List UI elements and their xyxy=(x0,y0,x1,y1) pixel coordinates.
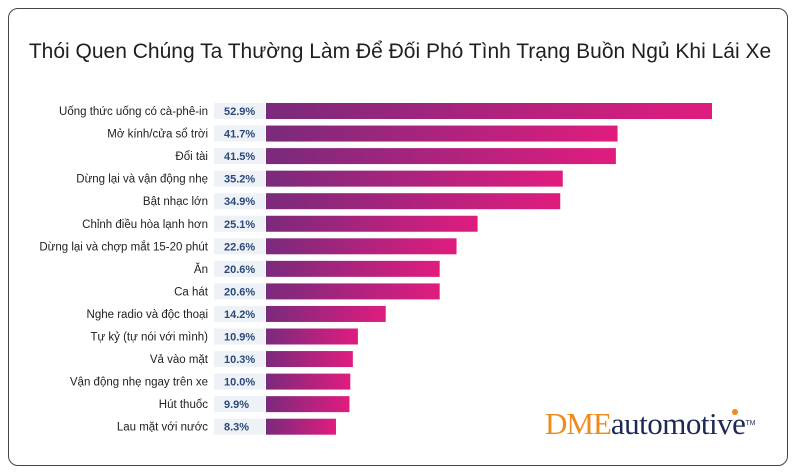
bar xyxy=(266,351,353,368)
value-label-bg xyxy=(214,148,265,165)
bar xyxy=(266,193,561,210)
value-label: 35.2% xyxy=(224,174,255,186)
value-label-bg xyxy=(214,193,265,210)
category-label: Nghe radio và độc thoại xyxy=(87,309,208,321)
bar xyxy=(266,373,351,390)
value-label-bg xyxy=(214,260,265,277)
bar xyxy=(266,238,457,255)
chart-frame xyxy=(8,8,788,466)
bar xyxy=(266,170,563,187)
value-label: 10.9% xyxy=(224,332,255,344)
bar xyxy=(266,260,440,277)
logo-automotive-text: automotive xyxy=(610,406,746,441)
category-label: Ăn xyxy=(194,263,208,276)
value-label: 34.9% xyxy=(224,196,255,208)
category-label: Tự kỷ (tự nói với mình) xyxy=(90,332,208,344)
bar xyxy=(266,328,358,345)
value-label: 14.2% xyxy=(224,309,255,321)
bar xyxy=(266,418,336,435)
value-label: 10.0% xyxy=(224,377,255,389)
category-label: Chỉnh điều hòa lạnh hơn xyxy=(82,219,208,231)
value-label-bg xyxy=(214,373,265,390)
bar xyxy=(266,396,350,413)
value-label-bg xyxy=(214,328,265,345)
category-label: Uống thức uống có cà-phê-in xyxy=(59,106,208,118)
value-label-bg xyxy=(214,283,265,300)
value-label-bg xyxy=(214,125,265,142)
logo-tm: TM xyxy=(745,420,756,427)
bar xyxy=(266,283,440,300)
bar xyxy=(266,305,386,322)
value-label: 52.9% xyxy=(224,106,255,118)
value-label: 41.5% xyxy=(224,151,255,163)
value-label-bg xyxy=(214,396,265,413)
value-label-bg xyxy=(214,351,265,368)
bar xyxy=(266,215,478,232)
category-label: Vả vào mặt xyxy=(150,354,209,366)
value-label-bg xyxy=(214,238,265,255)
chart-title: Thói Quen Chúng Ta Thường Làm Để Đối Phó… xyxy=(28,40,772,63)
value-label: 10.3% xyxy=(224,354,255,366)
value-label-bg xyxy=(214,305,265,322)
category-label: Dừng lại và vận động nhẹ xyxy=(76,174,208,186)
value-label: 20.6% xyxy=(224,286,255,298)
value-label-bg xyxy=(214,215,265,232)
value-label-bg xyxy=(214,418,265,435)
value-label: 41.7% xyxy=(224,129,255,141)
bar xyxy=(266,103,712,119)
category-label: Ca hát xyxy=(174,286,209,298)
value-label: 20.6% xyxy=(224,264,255,276)
bar xyxy=(266,125,618,142)
category-label: Bật nhạc lớn xyxy=(143,196,208,208)
value-label: 9.9% xyxy=(224,399,249,411)
category-label: Vận động nhẹ ngay trên xe xyxy=(70,377,208,389)
category-label: Đổi tài xyxy=(175,151,208,163)
logo-dme-text: DME xyxy=(545,406,612,441)
dme-automotive-logo: DMEautomotiveTM xyxy=(545,408,755,440)
bar xyxy=(266,148,616,165)
logo-dot-icon xyxy=(732,409,738,415)
value-label-bg xyxy=(214,103,265,119)
value-label: 8.3% xyxy=(224,422,249,434)
value-label: 22.6% xyxy=(224,241,255,253)
category-label: Hút thuốc xyxy=(159,399,208,411)
value-label-bg xyxy=(214,170,265,187)
category-label: Lau mặt với nước xyxy=(117,422,208,434)
category-label: Dừng lại và chợp mắt 15-20 phút xyxy=(39,240,208,253)
value-label: 25.1% xyxy=(224,219,255,231)
category-label: Mở kính/cửa sổ trời xyxy=(107,129,208,141)
